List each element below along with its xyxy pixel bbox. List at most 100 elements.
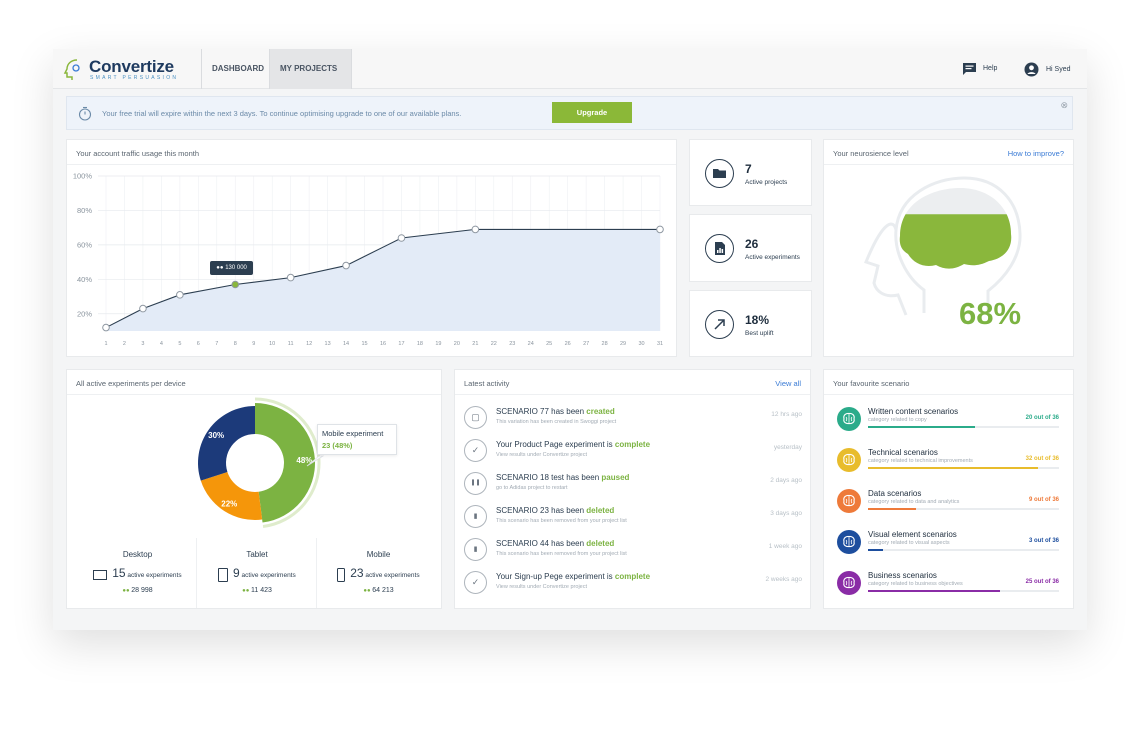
divider: [455, 394, 810, 395]
device-count-row: 9 active experiments: [198, 566, 316, 583]
x-tick-label: 29: [620, 341, 626, 347]
x-tick-label: 23: [509, 341, 515, 347]
x-tick-label: 19: [435, 341, 441, 347]
stat-label: Active projects: [745, 179, 788, 186]
favourite-progress-track: [868, 549, 1059, 551]
activity-title: SCENARIO 44 has been deleted: [496, 539, 614, 548]
favourite-title: Technical scenarios: [868, 448, 938, 457]
device-mobile: Mobile 23 active experiments ●● 64 213: [318, 538, 439, 608]
stat-value: 18%: [745, 313, 770, 327]
activity-status: deleted: [586, 539, 615, 548]
device-users-count: 28 998: [131, 587, 153, 594]
x-tick-label: 3: [141, 341, 144, 347]
brain-icon: [837, 530, 861, 554]
users-icon: ●●: [122, 588, 132, 594]
device-desktop: Desktop 15 active experiments ●● 28 998: [79, 538, 197, 608]
x-tick-label: 7: [215, 341, 218, 347]
favourite-subtitle: category related to technical improvemen…: [868, 458, 973, 464]
favourite-item[interactable]: Written content scenarios category relate…: [837, 407, 1059, 435]
x-tick-label: 28: [602, 341, 608, 347]
favourite-title: Business scenarios: [868, 571, 937, 580]
devices-card: All active experiments per device 48% 22%…: [66, 369, 442, 609]
users-icon: ●●: [363, 588, 373, 594]
brain-icon: [837, 448, 861, 472]
view-all-link[interactable]: View all: [775, 379, 801, 388]
brain-icon: [837, 407, 861, 431]
activity-item[interactable]: ▮ SCENARIO 23 has been deleted This scen…: [464, 504, 802, 537]
favourite-item[interactable]: Data scenarios category related to data a…: [837, 489, 1059, 517]
favourite-count: 3 out of 36: [1028, 538, 1059, 544]
activity-time: 3 days ago: [770, 510, 802, 517]
activity-subtitle: This scenario has been removed from your…: [496, 551, 627, 557]
data-point: [342, 261, 350, 270]
activity-item[interactable]: ❚❚ SCENARIO 18 test has been paused go t…: [464, 471, 802, 504]
check-icon: ✓: [464, 571, 487, 594]
activity-title: SCENARIO 18 test has been paused: [496, 473, 629, 482]
favourite-subtitle: category related to visual aspects: [868, 540, 950, 546]
activity-card-title: Latest activity: [464, 379, 510, 388]
neuro-value: 68%: [959, 296, 1022, 331]
logo[interactable]: Convertize SMART PERSUASION: [63, 55, 198, 83]
divider: [824, 394, 1073, 395]
favourite-item[interactable]: Visual element scenarios category related…: [837, 530, 1059, 558]
device-stats-row: Desktop 15 active experiments ●● 28 998 …: [79, 538, 439, 608]
stat-active-experiments[interactable]: 26 Active experiments: [689, 214, 812, 282]
activity-status: complete: [614, 572, 651, 581]
traffic-tooltip: ●● 130 000: [210, 260, 253, 275]
activity-item[interactable]: ▮ SCENARIO 44 has been deleted This scen…: [464, 537, 802, 570]
stat-value: 26: [745, 237, 759, 251]
traffic-card: Your account traffic usage this month 10…: [66, 139, 677, 357]
favourite-item[interactable]: Technical scenarios category related to t…: [837, 448, 1059, 476]
check-icon: ✓: [464, 439, 487, 462]
mobile-callout: Mobile experiment 23 (48%): [317, 424, 397, 455]
stopwatch-icon: [78, 106, 92, 121]
device-count: 9: [233, 566, 240, 580]
callout-title: Mobile experiment: [322, 429, 384, 438]
activity-title: Your Sign-up Pege experiment is complete: [496, 572, 650, 581]
slice-label: 30%: [208, 431, 224, 440]
how-to-improve-link[interactable]: How to improve?: [1007, 149, 1064, 158]
favourite-progress-fill: [868, 426, 975, 428]
favourite-subtitle: category related to business objectives: [868, 581, 963, 587]
nav-dashboard[interactable]: DASHBOARD: [201, 49, 270, 89]
data-point: [176, 291, 184, 299]
upgrade-button[interactable]: Upgrade: [552, 102, 632, 123]
nav-dashboard-label: DASHBOARD: [212, 64, 264, 73]
users-icon: ●●: [216, 264, 224, 271]
x-tick-label: 12: [306, 341, 312, 347]
pause-icon: ❚❚: [464, 472, 487, 495]
activity-item[interactable]: ▢ SCENARIO 77 has been created This vari…: [464, 405, 802, 438]
favourite-subtitle: category related to copy: [868, 417, 927, 423]
activity-item[interactable]: ✓ Your Sign-up Pege experiment is comple…: [464, 570, 802, 603]
x-tick-label: 4: [160, 341, 163, 347]
favourite-subtitle: category related to data and analytics: [868, 499, 960, 505]
device-name: Desktop: [122, 550, 153, 559]
data-point: [471, 225, 480, 234]
favourite-card: Your favourite scenario Written content …: [823, 369, 1074, 609]
activity-text: SCENARIO 77 has been: [496, 407, 587, 416]
favourite-count: 25 out of 36: [1025, 579, 1059, 585]
document-chart-icon: [705, 234, 734, 263]
activity-text: Your Sign-up Pege experiment is: [496, 572, 615, 581]
data-point: [656, 225, 664, 234]
nav-my-projects[interactable]: MY PROJECTS ▾: [270, 49, 352, 113]
stat-best-uplift[interactable]: 18% Best uplift: [689, 290, 812, 357]
activity-title: SCENARIO 77 has been created: [496, 407, 615, 416]
activity-item[interactable]: ✓ Your Product Page experiment is comple…: [464, 438, 802, 471]
x-tick-label: 30: [638, 341, 644, 347]
favourite-item[interactable]: Business scenarios category related to bu…: [837, 571, 1059, 599]
y-tick-label: 40%: [77, 275, 92, 284]
logo-head-icon: [63, 59, 80, 80]
activity-status: paused: [601, 473, 630, 482]
favourite-count: 20 out of 36: [1025, 415, 1059, 421]
x-tick-label: 26: [565, 341, 571, 347]
stat-value: 7: [745, 162, 752, 176]
close-icon[interactable]: ⊗: [1060, 100, 1068, 110]
tooltip-value: 130 000: [225, 264, 247, 271]
x-tick-label: 25: [546, 341, 552, 347]
stat-active-projects[interactable]: 7 Active projects: [689, 139, 812, 206]
data-point: [231, 280, 240, 289]
x-tick-label: 6: [197, 341, 200, 347]
activity-time: 12 hrs ago: [771, 411, 802, 418]
device-users: ●● 11 423: [198, 587, 316, 594]
